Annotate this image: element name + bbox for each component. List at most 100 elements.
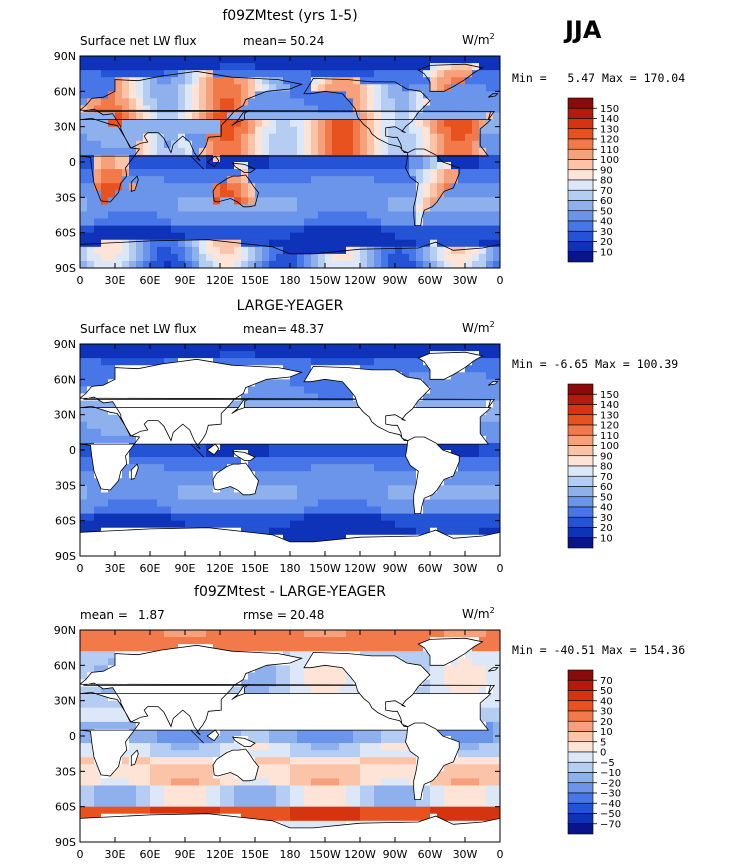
field-cell	[150, 119, 158, 128]
field-cell	[269, 169, 277, 177]
field-cell	[423, 527, 431, 536]
field-cell	[269, 344, 277, 352]
field-cell	[472, 499, 480, 508]
colorbar-swatch	[567, 393, 594, 405]
field-cell	[206, 253, 214, 262]
field-cell	[129, 162, 137, 170]
field-cell	[458, 218, 466, 227]
field-cell	[192, 147, 200, 156]
field-cell	[241, 630, 249, 638]
field-cell	[444, 56, 452, 64]
field-cell	[164, 70, 172, 78]
field-cell	[255, 176, 263, 184]
field-cell	[115, 260, 123, 268]
field-cell	[290, 379, 298, 387]
field-cell	[430, 147, 438, 156]
field-cell	[234, 147, 242, 156]
field-cell	[409, 140, 417, 149]
field-cell	[381, 147, 389, 156]
field-cell	[416, 358, 424, 366]
field-cell	[94, 344, 102, 352]
field-cell	[178, 764, 186, 772]
field-cell	[80, 499, 88, 508]
field-cell	[332, 813, 340, 822]
field-cell	[87, 506, 95, 515]
coastline	[405, 436, 460, 514]
field-cell	[206, 77, 214, 85]
field-cell	[220, 162, 228, 170]
field-cell	[283, 176, 291, 184]
field-cell	[465, 513, 473, 522]
field-cell	[297, 757, 305, 765]
field-cell	[178, 506, 186, 515]
field-cell	[122, 154, 130, 163]
coastline	[303, 365, 431, 441]
field-cell	[409, 162, 417, 170]
field-cell	[115, 70, 123, 78]
field-cell	[213, 736, 221, 744]
field-cell	[283, 379, 291, 387]
field-cell	[234, 630, 242, 638]
field-cell	[360, 442, 368, 451]
field-cell	[318, 358, 326, 366]
field-cell	[171, 162, 179, 170]
field-cell	[129, 450, 137, 458]
field-cell	[150, 154, 158, 163]
colorbar-swatch	[567, 475, 594, 487]
field-cell	[80, 721, 88, 730]
field-cell	[465, 393, 473, 402]
field-cell	[458, 232, 466, 241]
field-cell	[101, 133, 109, 142]
field-cell	[171, 211, 179, 220]
field-cell	[157, 728, 165, 737]
field-cell	[157, 736, 165, 744]
field-cell	[486, 84, 494, 92]
field-cell	[227, 105, 235, 114]
min-max-label: Min = -40.51 Max = 154.36	[512, 643, 686, 657]
field-cell	[360, 351, 368, 359]
field-cell	[479, 506, 487, 515]
field-cell	[339, 84, 347, 92]
field-cell	[325, 147, 333, 156]
field-cell	[248, 778, 256, 787]
field-cell	[451, 478, 459, 486]
field-cell	[339, 204, 347, 213]
field-cell	[108, 169, 116, 177]
field-cell	[276, 183, 284, 191]
field-cell	[262, 513, 270, 522]
field-cell	[479, 442, 487, 451]
field-cell	[402, 119, 410, 128]
field-cell	[122, 757, 130, 765]
field-cell	[108, 98, 116, 107]
field-cell	[129, 637, 137, 645]
field-cell	[458, 176, 466, 184]
field-cell	[374, 119, 382, 128]
colorbar-label: 120	[600, 421, 619, 432]
field-cell	[206, 169, 214, 177]
field-cell	[465, 386, 473, 395]
field-cell	[325, 743, 333, 751]
colorbar-label: 50	[600, 492, 613, 503]
field-cell	[332, 672, 340, 681]
field-cell	[318, 253, 326, 262]
lon-tick-label: 90E	[175, 562, 196, 575]
field-cell	[325, 162, 333, 170]
field-cell	[339, 750, 347, 758]
field-cell	[367, 169, 375, 177]
field-cell	[115, 485, 123, 493]
field-cell	[374, 169, 382, 177]
field-cell	[479, 471, 487, 479]
field-cell	[409, 492, 417, 501]
field-cell	[262, 778, 270, 787]
field-cell	[325, 105, 333, 114]
field-cell	[192, 204, 200, 213]
field-cell	[276, 679, 284, 688]
field-cell	[269, 358, 277, 366]
field-cell	[465, 197, 473, 205]
field-cell	[381, 119, 389, 128]
field-cell	[171, 792, 179, 801]
field-cell	[234, 162, 242, 170]
field-cell	[451, 386, 459, 395]
field-cell	[416, 119, 424, 128]
field-cell	[493, 414, 500, 423]
